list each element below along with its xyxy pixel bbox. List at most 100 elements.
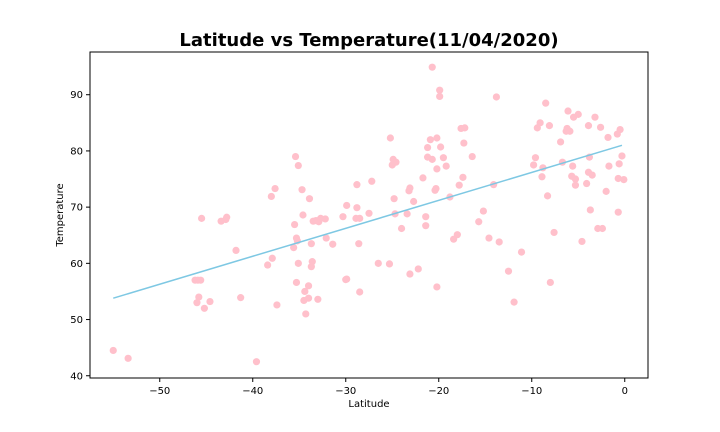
data-point: [223, 213, 231, 221]
x-tick-label: −30: [335, 386, 356, 397]
data-point: [459, 173, 467, 181]
data-point: [564, 107, 572, 115]
data-point: [291, 220, 299, 229]
data-point: [598, 224, 607, 233]
data-point: [365, 209, 373, 217]
data-point: [304, 282, 313, 290]
x-tick-label: −20: [428, 386, 449, 397]
data-point: [414, 265, 422, 273]
data-point: [314, 295, 322, 303]
data-point: [422, 213, 430, 221]
data-point: [468, 152, 476, 161]
data-point: [339, 213, 347, 221]
data-point: [386, 134, 394, 142]
data-point: [355, 240, 363, 248]
data-point: [302, 310, 310, 318]
y-tick-label: 60: [70, 259, 83, 270]
data-point: [321, 215, 329, 223]
data-point: [390, 195, 398, 203]
data-point: [556, 138, 565, 146]
data-point: [602, 187, 610, 195]
data-point: [591, 113, 599, 121]
data-point: [436, 86, 444, 94]
data-point: [596, 123, 605, 131]
data-point: [423, 143, 432, 152]
data-point: [305, 195, 314, 203]
plot-frame: [89, 51, 649, 379]
data-point: [550, 228, 558, 237]
data-point: [620, 175, 628, 184]
y-axis: 40 50 60 70 80 90: [70, 90, 90, 382]
data-point: [294, 161, 302, 170]
data-point: [433, 165, 441, 173]
data-point: [495, 238, 503, 246]
data-point: [294, 259, 302, 267]
data-point: [536, 119, 544, 127]
regression-line: [113, 144, 623, 299]
data-point: [356, 214, 364, 222]
chart-title: Latitude vs Temperature(11/04/2020): [179, 30, 558, 51]
data-point: [403, 210, 411, 218]
data-point: [479, 207, 487, 215]
data-point: [618, 152, 626, 160]
data-point: [616, 125, 624, 134]
data-point: [586, 206, 594, 214]
data-point: [432, 184, 440, 193]
data-point: [252, 358, 261, 366]
data-point: [307, 240, 315, 248]
data-point: [571, 175, 580, 183]
data-point: [504, 267, 513, 275]
data-point: [193, 299, 201, 307]
data-point: [268, 254, 276, 262]
data-point: [475, 218, 483, 226]
y-tick-label: 40: [70, 371, 83, 382]
data-point: [453, 231, 461, 239]
data-point: [442, 162, 450, 170]
data-point: [614, 208, 622, 216]
data-point: [571, 181, 580, 189]
y-tick-label: 70: [70, 203, 83, 214]
x-axis-label: Latitude: [348, 399, 389, 410]
data-point: [200, 304, 208, 312]
data-point: [437, 143, 445, 151]
data-point: [343, 201, 351, 210]
x-tick-label: −10: [521, 386, 542, 397]
data-point: [267, 192, 275, 201]
data-point: [460, 139, 468, 147]
data-point: [436, 92, 444, 100]
data-point: [485, 234, 493, 242]
data-point: [271, 184, 279, 193]
data-point: [397, 224, 406, 233]
data-point: [578, 237, 586, 246]
y-axis-label: Temperature: [55, 183, 66, 247]
data-point: [538, 173, 546, 181]
data-point: [232, 246, 240, 255]
x-tick-label: −50: [149, 386, 170, 397]
data-point: [566, 127, 574, 135]
data-point: [264, 261, 272, 269]
y-tick-label: 80: [70, 146, 83, 157]
data-point: [426, 136, 434, 144]
data-point: [543, 192, 552, 200]
data-point: [545, 122, 554, 130]
data-point: [353, 181, 361, 189]
data-point: [428, 63, 436, 71]
data-point: [614, 174, 622, 183]
data-point: [406, 184, 414, 192]
data-point: [343, 275, 351, 283]
data-point: [461, 124, 469, 132]
data-point: [195, 293, 203, 301]
data-point: [615, 160, 623, 168]
data-point: [292, 278, 301, 287]
x-tick-label: 0: [622, 386, 628, 397]
data-point: [368, 177, 376, 185]
data-point: [588, 171, 596, 179]
data-point: [291, 152, 300, 161]
data-point: [301, 287, 309, 296]
data-point: [206, 297, 214, 306]
data-point: [530, 161, 538, 169]
data-point: [604, 133, 612, 142]
data-point: [304, 294, 313, 302]
data-point: [569, 162, 577, 170]
